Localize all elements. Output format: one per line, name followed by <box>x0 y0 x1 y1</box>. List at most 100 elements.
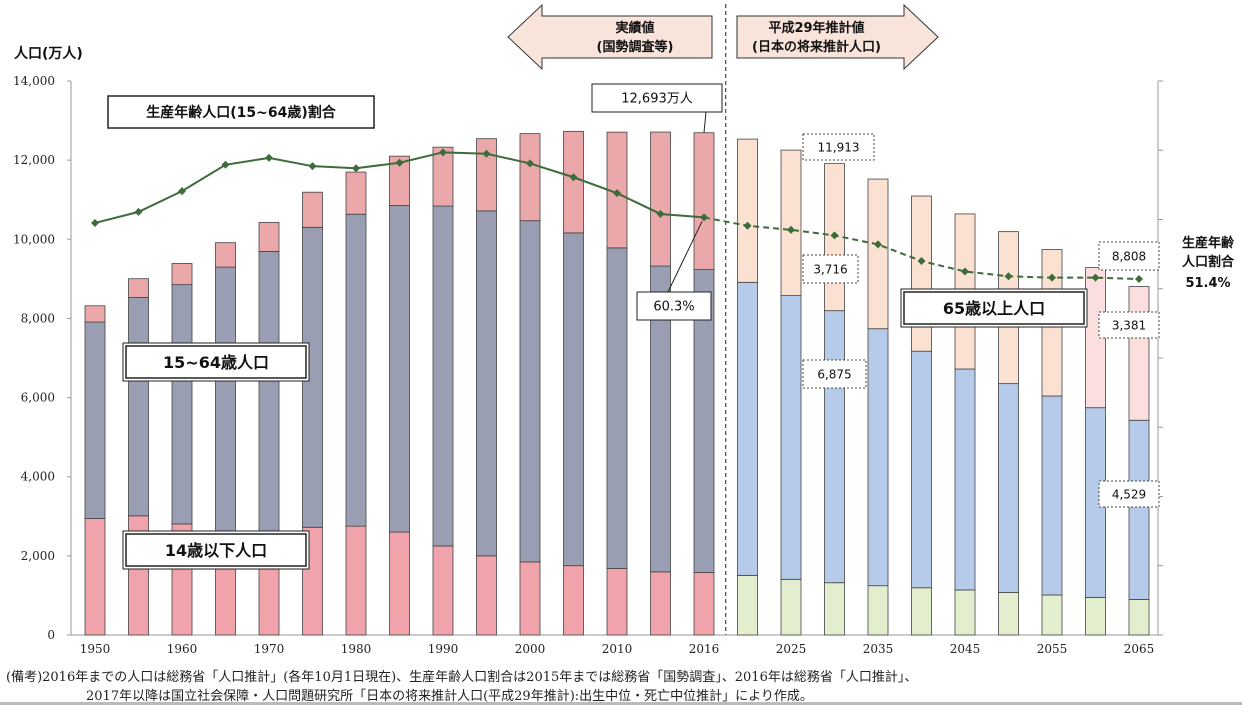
total-2065-label: 8,808 <box>1112 249 1146 263</box>
actual-arrow <box>507 3 713 71</box>
y-tick-label: 10,000 <box>13 232 55 246</box>
bar-elderly <box>737 138 758 283</box>
ratio-point <box>700 213 708 222</box>
x-tick-label: 1950 <box>80 642 111 656</box>
bar-child <box>345 525 367 636</box>
x-tick-label: 1970 <box>254 642 285 656</box>
bar-working <box>432 205 454 547</box>
projection-arrow-line1: 平成29年推計値 <box>768 20 864 36</box>
bar-elderly <box>345 171 367 215</box>
elderly-2030-label-box <box>802 254 859 284</box>
bar-child <box>998 591 1019 636</box>
total-2030-label: 11,913 <box>818 140 860 154</box>
ratio-point <box>830 231 839 240</box>
label-ratio: 生産年齢人口(15~64歳)割合 <box>146 104 336 121</box>
bar-child <box>693 572 715 636</box>
ratio-point <box>526 159 534 168</box>
bar-child <box>954 589 976 636</box>
bar-elderly <box>432 146 454 207</box>
x-tick-label: 2000 <box>515 642 546 656</box>
working-2065-label: 4,529 <box>1112 487 1146 501</box>
projection-arrow-line2: (日本の将来推計人口) <box>752 39 881 55</box>
ratio-point <box>221 160 230 169</box>
bar-child <box>84 518 106 636</box>
ratio-point <box>265 153 273 162</box>
bar-elderly <box>867 178 889 330</box>
x-tick-label: 2010 <box>602 642 633 656</box>
label-ratio-box <box>107 95 375 129</box>
ratio-point <box>569 173 578 182</box>
label-working: 15~64歳人口 <box>163 353 269 372</box>
x-tick-label: 1980 <box>341 642 372 656</box>
y-tick-label: 4,000 <box>21 470 55 484</box>
bar-elderly <box>171 263 193 286</box>
projection-arrow <box>736 3 939 71</box>
working-2030-label: 6,875 <box>817 367 851 381</box>
ratio-point <box>961 267 969 276</box>
bar-elderly <box>215 242 236 268</box>
ratio-point <box>395 158 404 167</box>
x-tick-label: 2055 <box>1037 642 1068 656</box>
y-tick-label: 12,000 <box>13 153 55 167</box>
x-tick-label: 2045 <box>950 642 981 656</box>
x-tick-label: 2065 <box>1124 642 1155 656</box>
ratio-point <box>1135 275 1143 284</box>
bar-child <box>650 571 671 636</box>
ratio-point <box>91 218 99 227</box>
bar-working <box>258 250 280 538</box>
working-2030-label-box <box>802 359 867 389</box>
bar-working <box>1041 395 1063 596</box>
label-elderly: 65歳以上人口 <box>943 299 1045 318</box>
bar-working <box>824 310 845 584</box>
right-label-value: 51.4% <box>1185 276 1230 291</box>
bar-child <box>1041 594 1063 636</box>
ratio-point <box>917 257 926 266</box>
total-2030-label-box <box>802 133 875 161</box>
y-tick-label: 2,000 <box>21 549 55 563</box>
y-tick-label: 6,000 <box>21 391 55 405</box>
right-label-line2: 人口割合 <box>1182 254 1235 270</box>
ratio-point <box>1091 273 1100 282</box>
bar-working <box>998 383 1019 593</box>
bar-elderly <box>911 195 932 352</box>
ratio-2016-label: 60.3% <box>653 300 694 315</box>
total-2065-label-box <box>1098 241 1160 271</box>
bar-elderly <box>389 155 410 206</box>
bar-elderly <box>128 278 149 298</box>
label-child: 14歳以下人口 <box>165 541 267 560</box>
bar-child <box>911 587 932 636</box>
ratio-point <box>178 187 186 196</box>
bar-working <box>128 297 149 517</box>
elderly-2030-label: 3,716 <box>813 262 847 276</box>
label-working-box <box>125 345 307 379</box>
bar-child <box>606 568 628 636</box>
bar-working <box>345 213 367 527</box>
bar-elderly <box>302 191 323 228</box>
bottom-divider <box>0 702 1242 705</box>
bar-working <box>519 220 541 563</box>
bar-child <box>867 585 889 636</box>
bar-child <box>563 565 584 636</box>
bar-working <box>1128 419 1150 600</box>
bar-working <box>867 328 889 587</box>
bar-elderly <box>1128 286 1150 421</box>
label-elderly-box <box>903 291 1085 325</box>
total-2016-label: 12,693万人 <box>621 92 693 107</box>
bar-child <box>737 574 758 636</box>
bar-child <box>1085 596 1106 636</box>
ratio-point <box>613 189 621 198</box>
x-tick-label: 2025 <box>776 642 807 656</box>
total-2016-label-box <box>591 83 723 113</box>
bar-working <box>563 232 584 567</box>
label-child-box <box>125 533 307 567</box>
x-tick-label: 2016 <box>689 642 720 656</box>
elderly-2065-label-box <box>1098 311 1160 339</box>
y-axis-title: 人口(万人) <box>14 45 83 62</box>
ratio-point <box>787 225 795 234</box>
x-tick-label: 1960 <box>167 642 198 656</box>
bar-child <box>824 582 845 636</box>
bar-working <box>171 284 193 525</box>
bar-working <box>84 321 106 519</box>
bar-working <box>389 205 410 533</box>
